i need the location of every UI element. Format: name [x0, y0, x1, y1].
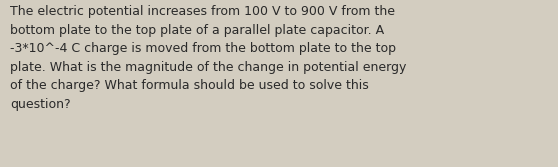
Text: The electric potential increases from 100 V to 900 V from the
bottom plate to th: The electric potential increases from 10…	[10, 5, 406, 111]
